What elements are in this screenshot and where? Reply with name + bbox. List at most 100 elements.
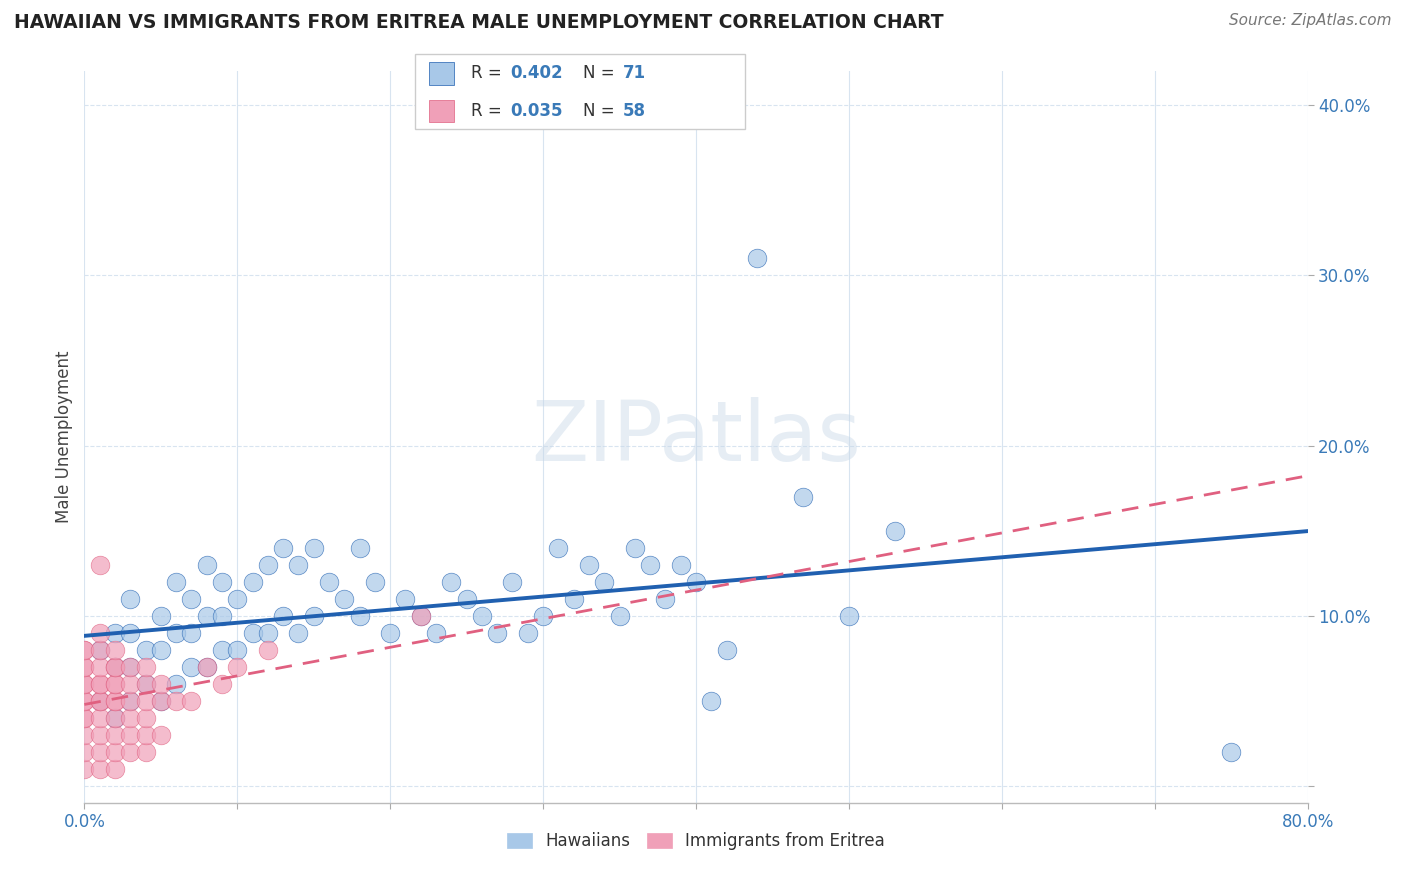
Point	[180, 694, 202, 708]
Y-axis label: Male Unemployment: Male Unemployment	[55, 351, 73, 524]
Point	[349, 541, 371, 555]
Text: N =: N =	[583, 64, 620, 82]
Point	[120, 677, 142, 691]
Point	[135, 694, 157, 708]
Point	[349, 608, 371, 623]
Point	[149, 694, 172, 708]
Point	[838, 608, 860, 623]
Point	[73, 728, 96, 742]
Point	[135, 659, 157, 673]
Point	[120, 711, 142, 725]
Point	[89, 677, 111, 691]
Point	[135, 642, 157, 657]
Point	[624, 541, 647, 555]
Point	[135, 711, 157, 725]
Point	[271, 541, 294, 555]
Point	[135, 677, 157, 691]
Text: 71: 71	[623, 64, 645, 82]
Point	[195, 659, 218, 673]
Point	[180, 625, 202, 640]
Point	[747, 252, 769, 266]
Point	[104, 659, 127, 673]
Point	[89, 677, 111, 691]
Point	[104, 762, 127, 776]
Point	[73, 642, 96, 657]
Text: 0.035: 0.035	[510, 102, 562, 120]
Point	[89, 642, 111, 657]
Point	[89, 694, 111, 708]
Point	[716, 642, 738, 657]
Point	[165, 625, 187, 640]
Point	[562, 591, 585, 606]
Point	[89, 659, 111, 673]
Point	[89, 694, 111, 708]
Point	[394, 591, 416, 606]
Text: N =: N =	[583, 102, 620, 120]
Point	[211, 642, 233, 657]
Point	[104, 728, 127, 742]
Point	[104, 711, 127, 725]
Point	[364, 574, 387, 589]
Point	[609, 608, 631, 623]
Point	[380, 625, 402, 640]
Point	[120, 625, 142, 640]
Point	[165, 677, 187, 691]
Point	[792, 490, 814, 504]
Point	[211, 677, 233, 691]
Text: Source: ZipAtlas.com: Source: ZipAtlas.com	[1229, 13, 1392, 29]
Point	[120, 694, 142, 708]
Point	[486, 625, 509, 640]
Point	[409, 608, 432, 623]
Point	[104, 711, 127, 725]
Point	[104, 694, 127, 708]
Text: R =: R =	[471, 102, 508, 120]
Point	[165, 574, 187, 589]
Point	[73, 694, 96, 708]
Point	[883, 524, 905, 538]
Point	[104, 659, 127, 673]
Point	[226, 642, 249, 657]
Point	[120, 745, 142, 759]
Point	[120, 659, 142, 673]
Point	[700, 694, 723, 708]
Point	[531, 608, 554, 623]
Text: 58: 58	[623, 102, 645, 120]
Point	[165, 694, 187, 708]
Point	[73, 677, 96, 691]
Point	[502, 574, 524, 589]
Point	[471, 608, 494, 623]
Point	[73, 659, 96, 673]
Point	[654, 591, 676, 606]
Point	[180, 659, 202, 673]
Point	[593, 574, 616, 589]
Point	[120, 694, 142, 708]
Legend: Hawaiians, Immigrants from Eritrea: Hawaiians, Immigrants from Eritrea	[501, 825, 891, 856]
Point	[149, 608, 172, 623]
Point	[89, 642, 111, 657]
Point	[516, 625, 538, 640]
Point	[73, 745, 96, 759]
Point	[89, 745, 111, 759]
Point	[195, 659, 218, 673]
Point	[195, 558, 218, 572]
Point	[180, 591, 202, 606]
Point	[89, 711, 111, 725]
Point	[211, 574, 233, 589]
Point	[409, 608, 432, 623]
Point	[73, 711, 96, 725]
Point	[135, 677, 157, 691]
Point	[120, 728, 142, 742]
Point	[685, 574, 707, 589]
Point	[104, 677, 127, 691]
Point	[302, 541, 325, 555]
Point	[89, 558, 111, 572]
Point	[257, 558, 280, 572]
Point	[135, 745, 157, 759]
Point	[226, 659, 249, 673]
Point	[456, 591, 478, 606]
Point	[104, 677, 127, 691]
Point	[73, 677, 96, 691]
Point	[104, 659, 127, 673]
Point	[302, 608, 325, 623]
Point	[104, 642, 127, 657]
